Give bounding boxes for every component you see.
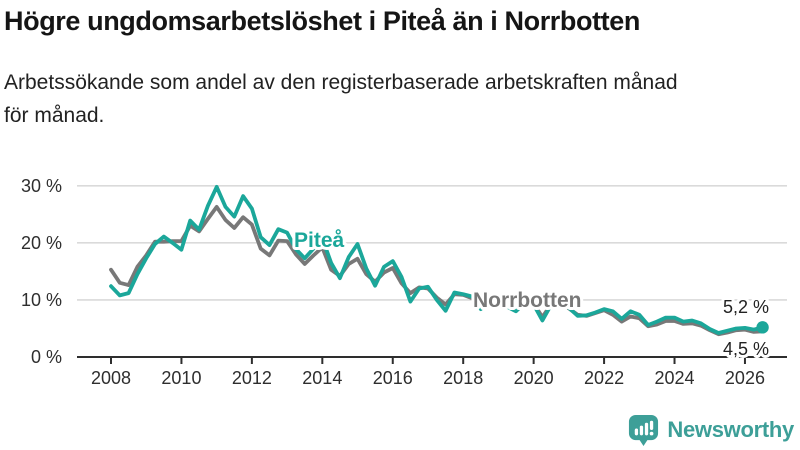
x-tick-label-2018: 2018 xyxy=(443,368,483,388)
x-tick-label-2016: 2016 xyxy=(373,368,413,388)
x-tick-label-2008: 2008 xyxy=(91,368,131,388)
x-tick-label-2022: 2022 xyxy=(584,368,624,388)
series-line-norrbotten xyxy=(109,204,765,337)
subtitle-line-1: Arbetssökande som andel av den registerb… xyxy=(4,71,678,94)
y-tick-label-10: 10 % xyxy=(21,290,62,310)
x-tick-label-2024: 2024 xyxy=(654,368,694,388)
series-end-dot-piteå xyxy=(756,321,769,334)
series-label-norrbotten: Norrbotten xyxy=(473,289,582,312)
x-tick-label-2010: 2010 xyxy=(161,368,201,388)
x-tick-label-2026: 2026 xyxy=(725,368,765,388)
subtitle-line-2: för månad. xyxy=(4,104,105,127)
end-value-label-piteå: 5,2 % xyxy=(723,297,769,317)
series-label-piteå: Piteå xyxy=(294,229,345,252)
page-title: Högre ungdomsarbetslöshet i Piteå än i N… xyxy=(4,6,640,36)
y-tick-label-0: 0 % xyxy=(31,347,62,367)
bar-chart-speech-bubble-icon xyxy=(629,414,659,446)
newsworthy-logo: Newsworthy xyxy=(627,413,794,446)
y-tick-label-30: 30 % xyxy=(21,176,62,196)
series-line-piteå xyxy=(109,184,765,335)
newsworthy-wordmark: Newsworthy xyxy=(667,416,794,442)
page-subtitle: Arbetssökande som andel av den registerb… xyxy=(4,66,796,132)
end-value-label-norrbotten: 4,5 % xyxy=(723,339,769,359)
x-tick-label-2014: 2014 xyxy=(302,368,342,388)
x-tick-label-2012: 2012 xyxy=(232,368,272,388)
x-tick-label-2020: 2020 xyxy=(514,368,554,388)
y-tick-label-20: 20 % xyxy=(21,233,62,253)
